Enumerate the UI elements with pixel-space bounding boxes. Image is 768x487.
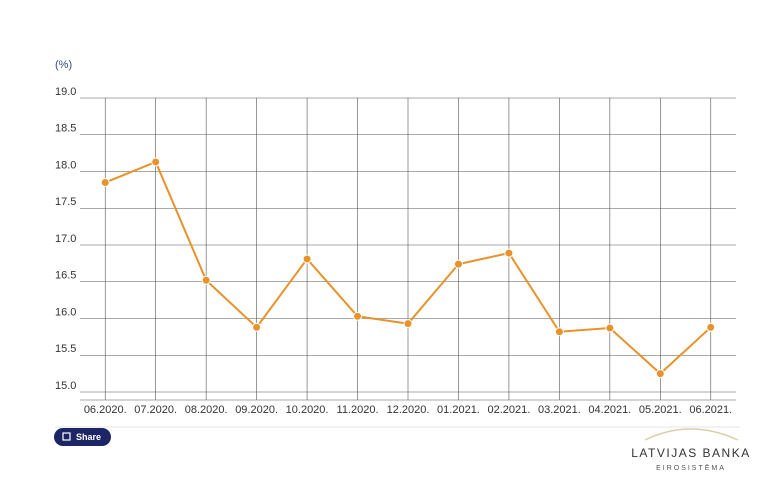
logo-arc: [644, 428, 739, 441]
x-tick-label: 03.2021.: [538, 404, 581, 416]
x-tick-label: 06.2021.: [689, 404, 732, 416]
y-tick-label: 19.0: [55, 86, 76, 98]
x-tick-label: 11.2020.: [337, 404, 379, 416]
logo-subtitle: EIROSISTĒMA: [656, 464, 726, 472]
x-tick-label: 07.2020.: [134, 404, 177, 416]
x-tick-label: 06.2020.: [84, 404, 127, 416]
marker: [605, 323, 615, 333]
x-tick-label: 04.2021.: [588, 404, 631, 416]
marker: [706, 322, 716, 332]
x-tick-label: 02.2021.: [488, 404, 531, 416]
share-button[interactable]: Share: [54, 428, 111, 446]
x-tick-label: 08.2020.: [185, 404, 228, 416]
x-tick-label: 05.2021.: [639, 404, 682, 416]
y-tick-label: 15.5: [55, 343, 76, 355]
marker: [201, 275, 211, 285]
marker: [655, 369, 665, 379]
y-tick-label: 17.5: [55, 196, 76, 208]
y-tick-label: 18.0: [55, 159, 76, 171]
marker: [353, 311, 363, 321]
x-tick-label: 09.2020.: [235, 404, 278, 416]
marker: [252, 322, 262, 332]
y-tick-label: 15.0: [55, 380, 76, 392]
marker: [151, 157, 161, 167]
marker: [453, 259, 463, 269]
logo-name: LATVIJAS BANKA: [631, 446, 750, 460]
y-tick-label: 18.5: [55, 123, 76, 135]
marker: [100, 178, 110, 188]
marker: [554, 327, 564, 337]
share-icon[interactable]: [62, 432, 71, 441]
x-tick-label: 01.2021.: [437, 404, 480, 416]
y-axis-label: (%): [55, 59, 72, 71]
y-tick-label: 17.0: [55, 233, 76, 245]
y-tick-label: 16.5: [55, 270, 76, 282]
marker: [504, 248, 514, 258]
share-label[interactable]: Share: [76, 432, 101, 442]
marker: [403, 319, 413, 329]
x-tick-label: 12.2020.: [387, 404, 430, 416]
x-tick-label: 10.2020.: [286, 404, 329, 416]
marker: [302, 254, 312, 264]
y-tick-label: 16.0: [55, 306, 76, 318]
